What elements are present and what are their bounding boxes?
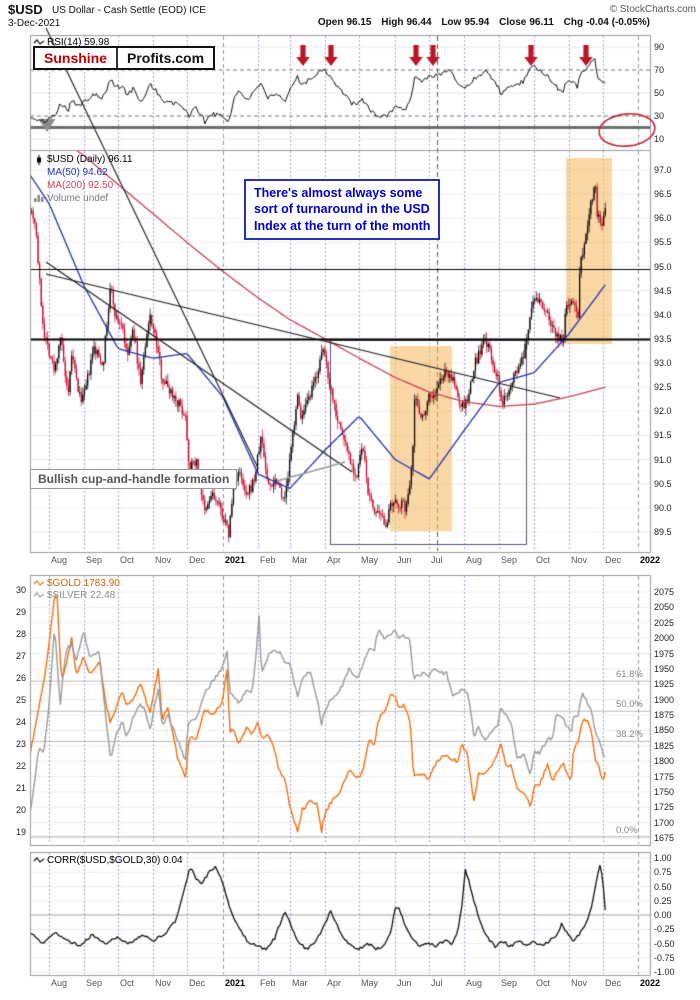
volume-legend: Volume undef: [47, 193, 109, 204]
chart-title: US Dollar - Cash Settle (EOD) ICE: [52, 5, 206, 16]
silver-legend: $SILVER 22.48: [47, 590, 116, 601]
sunshine-profits-logo: Sunshine Profits.com: [33, 46, 216, 70]
ma50-legend: MA(50) 94.62: [47, 167, 108, 178]
low-value: 95.94: [464, 17, 490, 28]
copyright: © StockCharts.com: [609, 4, 696, 15]
chg-label: Chg: [563, 17, 584, 28]
close-label: Close: [499, 17, 527, 28]
ohlc-quote-row: Open 96.15 High 96.44 Low 95.94 Close 96.11 …: [311, 17, 650, 28]
high-label: High: [381, 17, 404, 28]
turnaround-annotation: There's almost always some sort of turna…: [244, 179, 441, 240]
corr-legend: CORR($USD,$GOLD,30) 0.04: [47, 855, 183, 866]
open-label: Open: [317, 17, 344, 28]
usd-legend: $USD (Daily) 96.11: [47, 154, 133, 165]
logo-text-sunshine: Sunshine: [35, 48, 119, 68]
symbol: $USD: [8, 2, 43, 17]
low-label: Low: [441, 17, 462, 28]
close-value: 96.11: [529, 17, 554, 28]
rsi-legend: RSI(14) 59.98: [47, 37, 110, 48]
chg-value: -0.04 (-0.05%): [586, 17, 650, 28]
chart-date: 3-Dec-2021: [8, 18, 61, 29]
cup-handle-annotation: Bullish cup-and-handle formation: [30, 469, 238, 489]
high-value: 96.44: [406, 17, 432, 28]
open-value: 96.15: [346, 17, 372, 28]
ma200-legend: MA(200) 92.50: [47, 180, 114, 191]
gold-legend: $GOLD 1783.90: [47, 578, 120, 589]
logo-text-profits: Profits.com: [127, 50, 205, 66]
